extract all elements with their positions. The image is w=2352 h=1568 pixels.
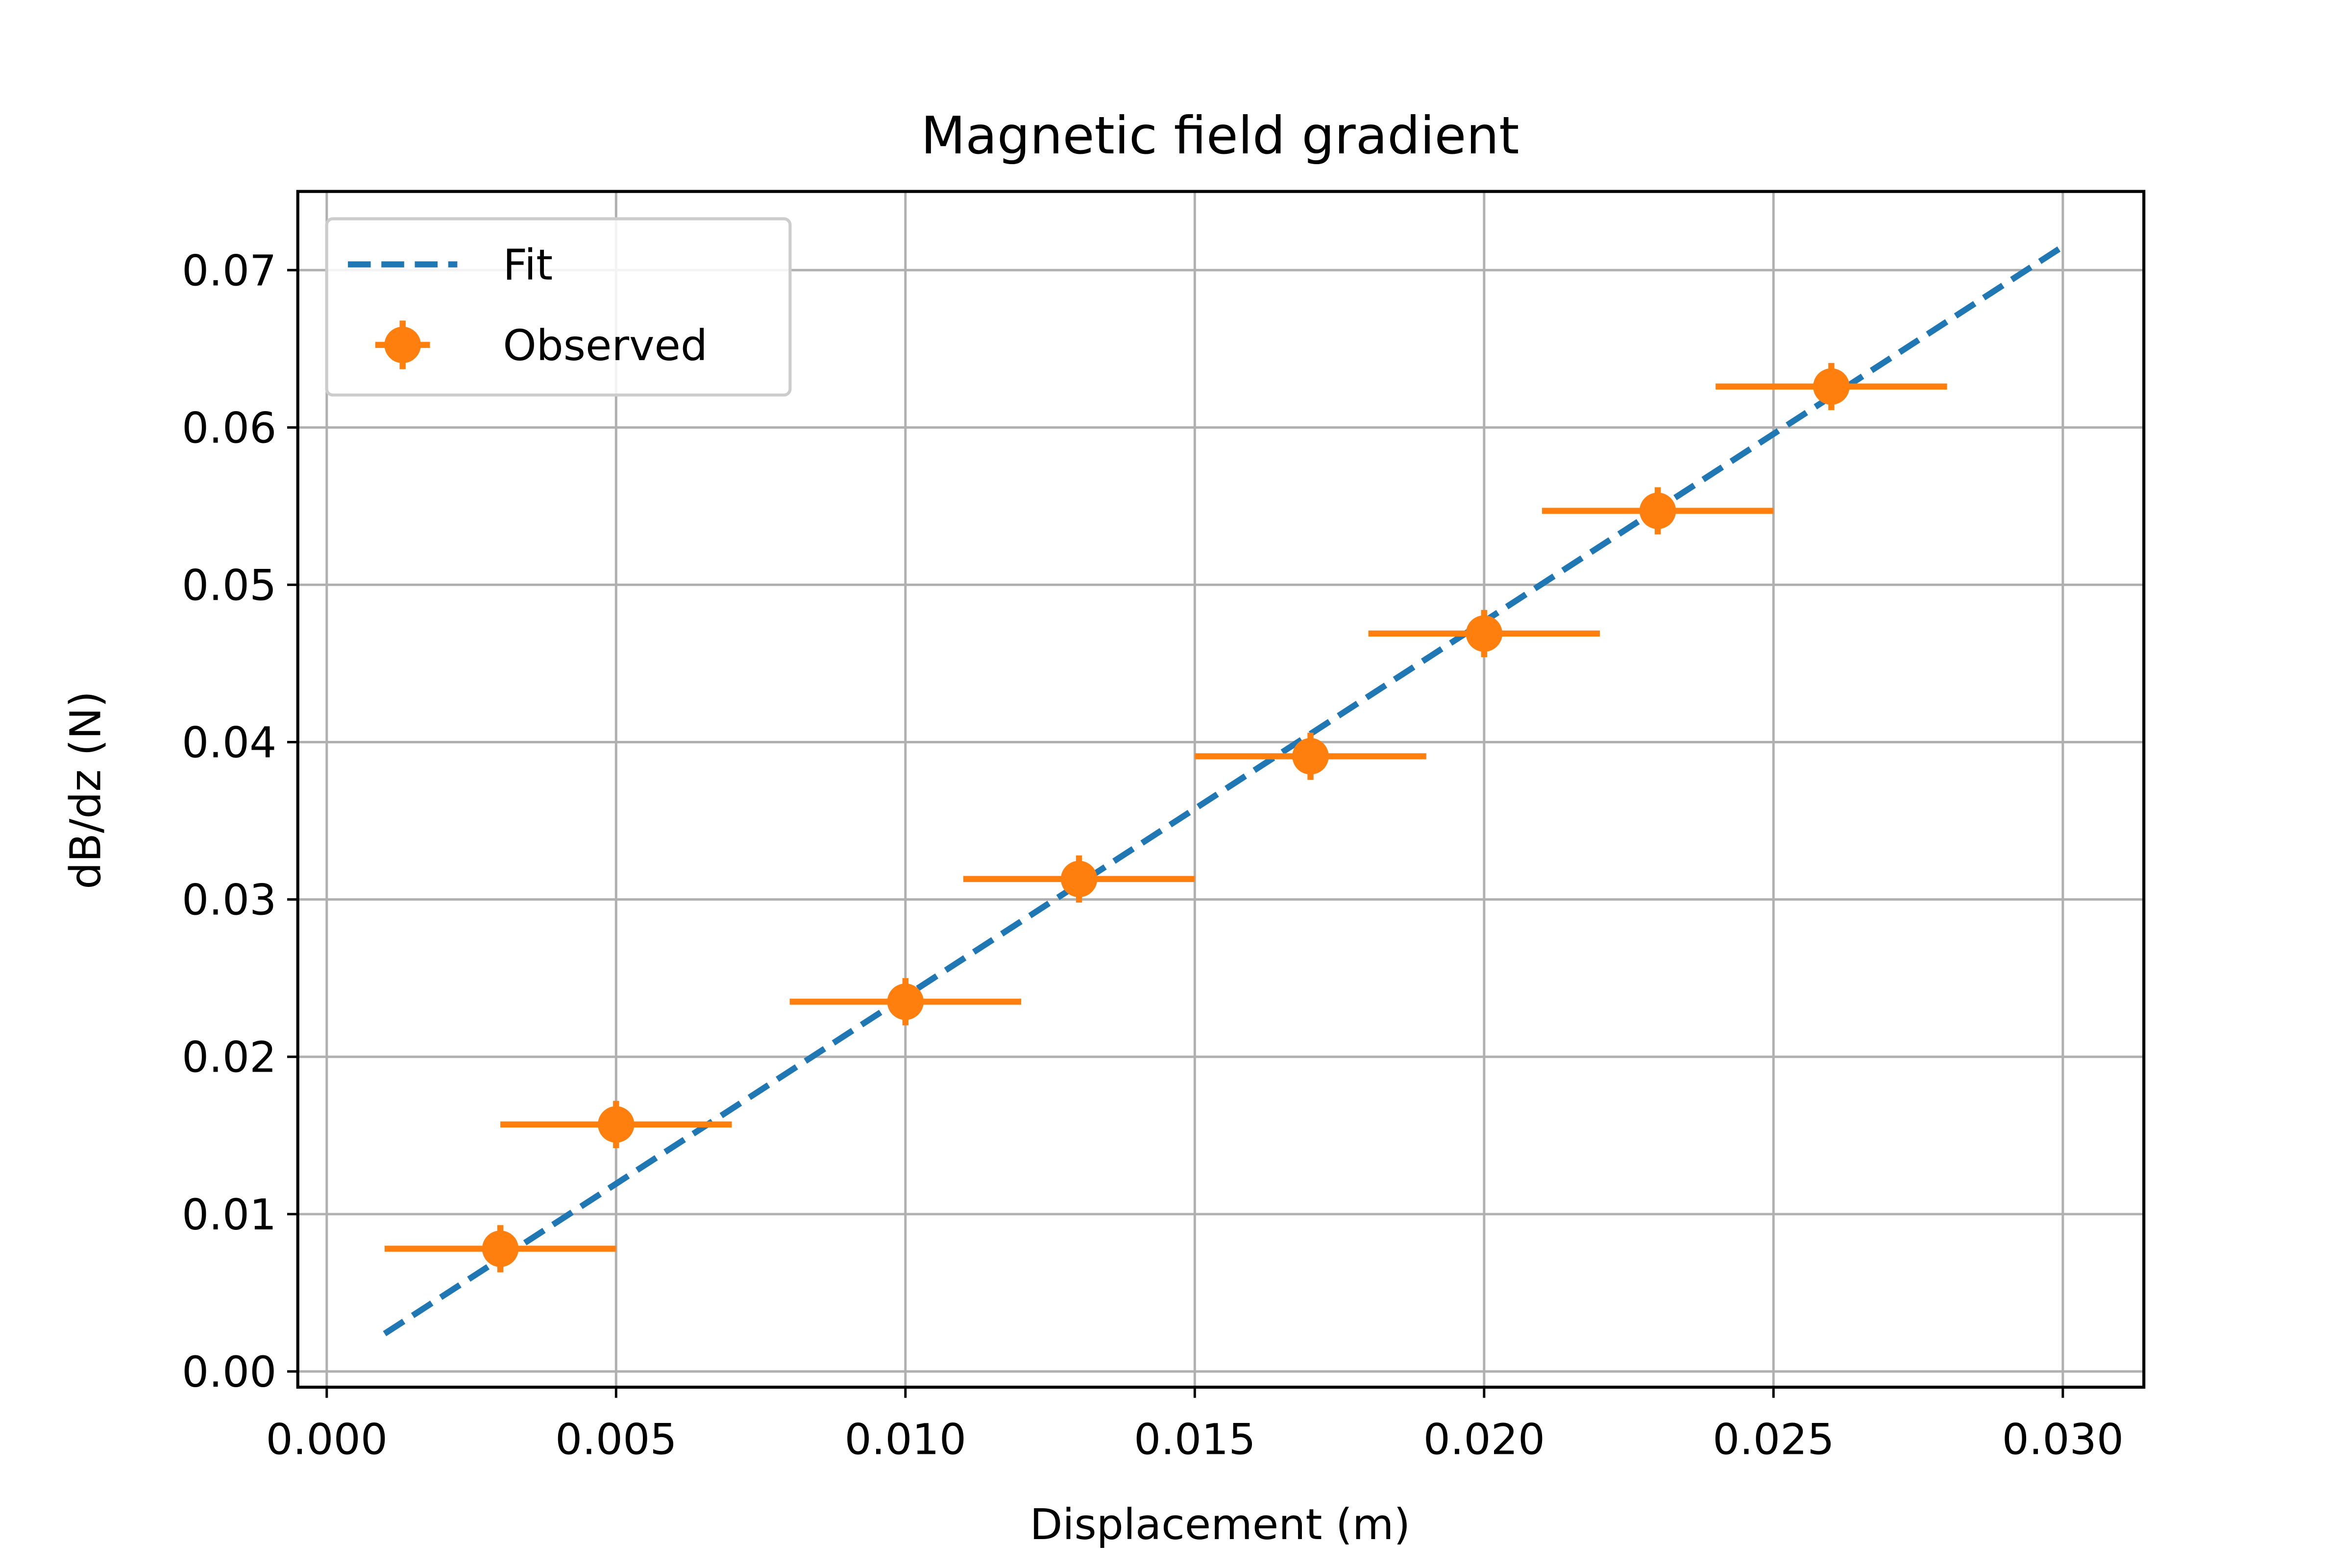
observed-point-5: [1368, 610, 1600, 658]
legend-label-0: Fit: [503, 241, 553, 290]
observed-marker-0: [482, 1230, 519, 1267]
x-tick-label-0: 0.000: [266, 1415, 388, 1464]
observed-marker-6: [1639, 492, 1676, 529]
chart-title: Magnetic field gradient: [921, 105, 1519, 166]
y-tick-label-1: 0.01: [182, 1190, 276, 1240]
observed-point-4: [1195, 733, 1426, 780]
x-axis-label: Displacement (m): [1030, 1500, 1411, 1549]
x-tick-label-6: 0.030: [2002, 1415, 2124, 1464]
x-tick-label-2: 0.010: [845, 1415, 967, 1464]
y-tick-label-3: 0.03: [182, 876, 276, 925]
x-tick-label-3: 0.015: [1134, 1415, 1256, 1464]
x-tick-label-4: 0.020: [1423, 1415, 1545, 1464]
plot-area: 0.000 0.005 0.010 0.015 0.020 0.025 0.030 0.00 0…: [182, 190, 2146, 1464]
observed-marker-3: [1060, 860, 1098, 898]
x-tick-label-5: 0.025: [1713, 1415, 1835, 1464]
observed-point-0: [384, 1225, 616, 1273]
observed-marker-7: [1813, 368, 1850, 405]
y-tick-label-2: 0.02: [182, 1033, 276, 1082]
observed-marker-5: [1466, 615, 1503, 652]
legend: Fit Observed: [325, 217, 792, 397]
y-tick-label-7: 0.07: [182, 246, 276, 295]
observed-point-3: [963, 855, 1195, 903]
observed-marker-2: [887, 983, 924, 1020]
axes-frame: [296, 190, 2146, 1389]
legend-box: [325, 217, 792, 397]
x-tick-label-1: 0.005: [555, 1415, 677, 1464]
observed-point-7: [1715, 363, 1947, 411]
observed-marker-4: [1292, 738, 1329, 775]
y-tick-label-4: 0.04: [182, 718, 276, 768]
observed-point-6: [1542, 487, 1774, 535]
y-tick-label-5: 0.05: [182, 561, 276, 610]
legend-observed-marker: [384, 326, 421, 364]
y-tick-label-0: 0.00: [182, 1348, 276, 1397]
observed-marker-1: [598, 1106, 635, 1143]
y-axis-label: dB/dz (N): [61, 691, 111, 889]
observed-point-1: [500, 1101, 732, 1148]
y-tick-label-6: 0.06: [182, 403, 276, 453]
legend-label-1: Observed: [503, 321, 708, 370]
observed-point-2: [789, 978, 1022, 1026]
